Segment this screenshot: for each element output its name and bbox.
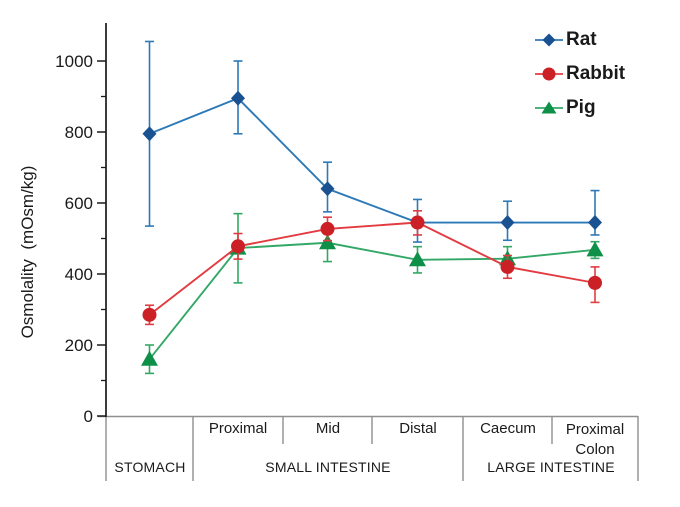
series-rat — [142, 40, 602, 243]
legend-item-rabbit: Rabbit — [534, 57, 625, 91]
y-tick-label: 200 — [65, 336, 93, 355]
y-tick-label: 1000 — [55, 52, 93, 71]
group-label-small-intestine: SMALL INTESTINE — [265, 459, 391, 475]
series-pig-line — [148, 241, 596, 360]
legend: Rat Rabbit Pig — [534, 23, 625, 125]
group-label-stomach: STOMACH — [114, 459, 186, 475]
rat-diamond-icon — [535, 33, 563, 47]
series-pig — [141, 212, 604, 375]
data-point-rabbit-1 — [231, 239, 245, 254]
data-point-rabbit-0 — [142, 307, 157, 322]
y-axis: 0 200 400 600 800 1000 — [55, 23, 107, 426]
y-tick-label: 800 — [65, 123, 93, 142]
x-label-caecum: Caecum — [480, 420, 536, 437]
legend-item-pig: Pig — [534, 91, 625, 125]
rabbit-circle-icon — [535, 67, 563, 81]
group-label-large-intestine: LARGE INTESTINE — [487, 459, 615, 475]
data-point-pig-2 — [319, 234, 336, 250]
x-label-proximal-colon: Proximal Colon — [565, 421, 625, 458]
data-point-rat-0 — [142, 126, 157, 142]
y-tick-label: 0 — [84, 407, 93, 426]
legend-label-rat: Rat — [566, 29, 597, 50]
data-point-rabbit-5 — [588, 275, 602, 290]
data-point-pig-5 — [586, 241, 604, 257]
y-tick-label: 400 — [65, 265, 93, 284]
x-label-mid: Mid — [315, 420, 341, 437]
data-point-rat-2 — [320, 181, 335, 197]
data-point-rabbit-3 — [410, 215, 425, 230]
x-label-distal: Distal — [399, 420, 437, 437]
series-rabbit-line — [148, 221, 596, 316]
data-point-rat-4 — [500, 215, 515, 231]
data-point-rat-1 — [231, 90, 245, 106]
legend-label-pig: Pig — [566, 97, 596, 118]
data-point-pig-0 — [141, 350, 158, 366]
y-axis-title: Osmolality (mOsm/kg) — [18, 165, 37, 339]
data-point-rabbit-2 — [320, 221, 335, 236]
legend-label-rabbit: Rabbit — [566, 63, 626, 84]
series-rat-line — [149, 97, 595, 224]
y-tick-label: 600 — [65, 194, 93, 213]
data-point-rabbit-4 — [500, 259, 515, 274]
x-label-proximal: Proximal — [208, 420, 268, 437]
x-axis-table — [98, 415, 639, 481]
series-rabbit — [142, 210, 602, 326]
data-point-pig-3 — [409, 251, 426, 267]
legend-item-rat: Rat — [534, 23, 625, 57]
pig-triangle-icon — [535, 101, 563, 114]
data-point-rat-5 — [588, 215, 602, 231]
